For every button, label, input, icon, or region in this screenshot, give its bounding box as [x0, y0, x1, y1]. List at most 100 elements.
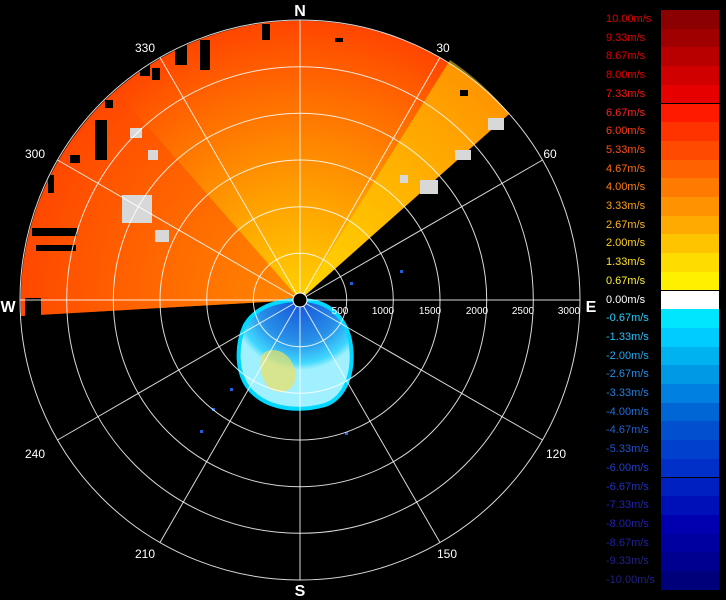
legend-entry: 0.67m/s	[606, 271, 719, 291]
range-label-2500: 2500	[512, 306, 535, 317]
legend-label: 6.00m/s	[606, 125, 646, 138]
bearing-label-330: 330	[135, 41, 155, 55]
legend-entry: 9.33m/s	[606, 28, 719, 48]
legend-label: 5.33m/s	[606, 143, 646, 156]
legend-swatch	[661, 421, 719, 441]
legend-entry: -4.00m/s	[606, 402, 719, 422]
bearing-label-210: 210	[135, 547, 155, 561]
legend-label: 1.33m/s	[606, 256, 646, 269]
range-label-1500: 1500	[419, 306, 442, 317]
legend-label: -6.67m/s	[606, 480, 649, 493]
legend-label: -7.33m/s	[606, 499, 649, 512]
legend-swatch	[661, 384, 719, 403]
legend-label: 2.00m/s	[606, 237, 646, 250]
legend-swatch	[661, 66, 719, 85]
legend-swatch	[661, 440, 719, 459]
range-label-500: 500	[332, 306, 349, 317]
legend-swatch	[661, 253, 719, 272]
legend-swatch	[661, 10, 719, 29]
compass-e: E	[586, 299, 597, 316]
radar-ppi-plot: N E S W 30 60 120 150 210 240 300 330 50…	[0, 3, 597, 600]
legend-entry: 4.67m/s	[606, 159, 719, 179]
legend-entry: -3.33m/s	[606, 384, 719, 403]
legend-label: 8.67m/s	[606, 50, 646, 63]
legend-entry: 6.00m/s	[606, 122, 719, 141]
legend-entry: -9.33m/s	[606, 552, 719, 571]
legend-entry: -8.67m/s	[606, 533, 719, 553]
legend-entry: 0.00m/s	[606, 290, 719, 310]
clutter-pixels	[25, 24, 468, 316]
legend-label: -1.33m/s	[606, 330, 649, 343]
legend-label: 8.00m/s	[606, 69, 646, 82]
legend-entry: -5.33m/s	[606, 440, 719, 459]
legend-swatch	[661, 402, 719, 422]
legend-entry: 6.67m/s	[606, 103, 719, 123]
compass-s: S	[295, 583, 306, 600]
legend-swatch	[661, 271, 719, 291]
legend-entry: -2.67m/s	[606, 365, 719, 384]
legend-label: 4.00m/s	[606, 181, 646, 194]
bearing-label-120: 120	[546, 447, 566, 461]
legend-label: 0.67m/s	[606, 274, 646, 287]
legend-label: -0.67m/s	[606, 312, 649, 325]
legend-label: 6.67m/s	[606, 106, 646, 119]
legend-swatch	[661, 47, 719, 67]
legend-swatch	[661, 327, 719, 347]
legend-swatch	[661, 215, 719, 235]
legend-swatch	[661, 103, 719, 123]
bearing-label-300: 300	[25, 147, 45, 161]
compass-n: N	[294, 3, 306, 20]
legend-swatch	[661, 28, 719, 48]
legend-label: -3.33m/s	[606, 387, 649, 399]
cool-yellow-patch	[260, 350, 296, 392]
legend-label: -2.00m/s	[606, 349, 649, 362]
velocity-legend: 10.00m/s 9.33m/s 8.67m/s 8.00m/s 7.33m/s 6.67…	[606, 10, 719, 590]
legend-swatch	[661, 571, 719, 590]
legend-swatch	[661, 346, 719, 366]
legend-entry: 8.67m/s	[606, 47, 719, 67]
legend-label: -2.67m/s	[606, 368, 649, 381]
legend-entry: -0.67m/s	[606, 309, 719, 328]
legend-entry: -7.33m/s	[606, 496, 719, 515]
range-label-1000: 1000	[372, 306, 395, 317]
legend-label: -6.00m/s	[606, 461, 649, 474]
legend-entry: 7.33m/s	[606, 84, 719, 104]
legend-entry: 8.00m/s	[606, 66, 719, 85]
radar-center	[292, 292, 308, 308]
legend-label: -5.33m/s	[606, 443, 649, 456]
legend-swatch	[661, 365, 719, 384]
legend-label: 4.67m/s	[606, 162, 646, 175]
legend-label: 7.33m/s	[606, 87, 646, 100]
legend-label: -10.00m/s	[606, 574, 655, 586]
legend-swatch	[661, 514, 719, 534]
legend-entry: -2.00m/s	[606, 346, 719, 366]
bearing-label-30: 30	[436, 41, 450, 55]
legend-label: -8.00m/s	[606, 517, 649, 530]
legend-swatch	[661, 309, 719, 328]
legend-swatch	[661, 197, 719, 216]
legend-swatch	[661, 140, 719, 160]
legend-swatch	[661, 496, 719, 515]
legend-entry: -10.00m/s	[606, 571, 719, 590]
legend-entry: -4.67m/s	[606, 421, 719, 441]
legend-label: -8.67m/s	[606, 536, 649, 549]
legend-swatch	[661, 234, 719, 254]
legend-entry: -8.00m/s	[606, 514, 719, 534]
compass-w: W	[0, 299, 16, 316]
legend-swatch	[661, 159, 719, 179]
bearing-label-150: 150	[437, 547, 457, 561]
legend-entry: -1.33m/s	[606, 327, 719, 347]
legend-entry: 10.00m/s	[606, 10, 719, 29]
legend-label: -9.33m/s	[606, 555, 649, 568]
legend-entry: 2.67m/s	[606, 215, 719, 235]
bearing-label-60: 60	[543, 147, 557, 161]
legend-entry: -6.67m/s	[606, 477, 719, 497]
legend-swatch	[661, 458, 719, 478]
legend-label: 3.33m/s	[606, 200, 646, 212]
legend-swatch	[661, 290, 719, 310]
legend-swatch	[661, 552, 719, 571]
legend-label: 9.33m/s	[606, 31, 646, 44]
legend-label: 2.67m/s	[606, 218, 646, 231]
legend-label: -4.00m/s	[606, 405, 649, 418]
legend-swatch	[661, 477, 719, 497]
